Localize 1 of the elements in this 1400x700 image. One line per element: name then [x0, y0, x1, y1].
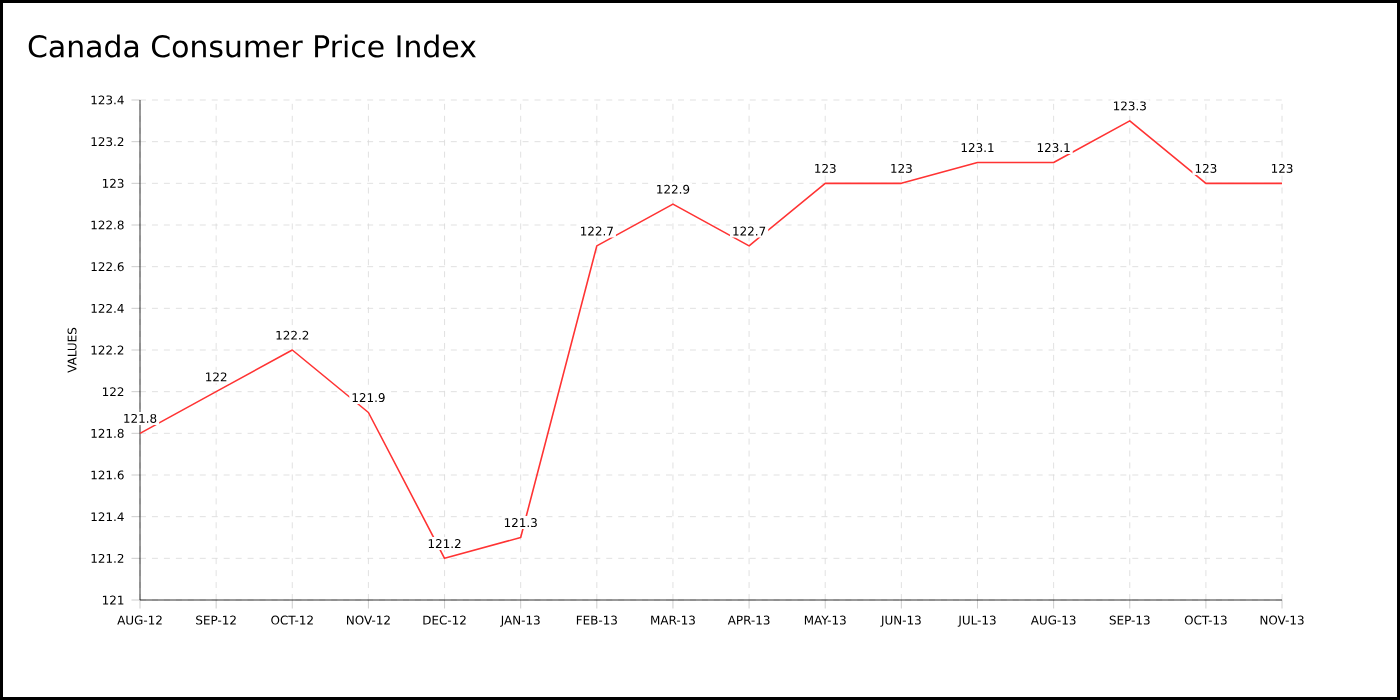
chart-title: Canada Consumer Price Index	[28, 34, 476, 58]
